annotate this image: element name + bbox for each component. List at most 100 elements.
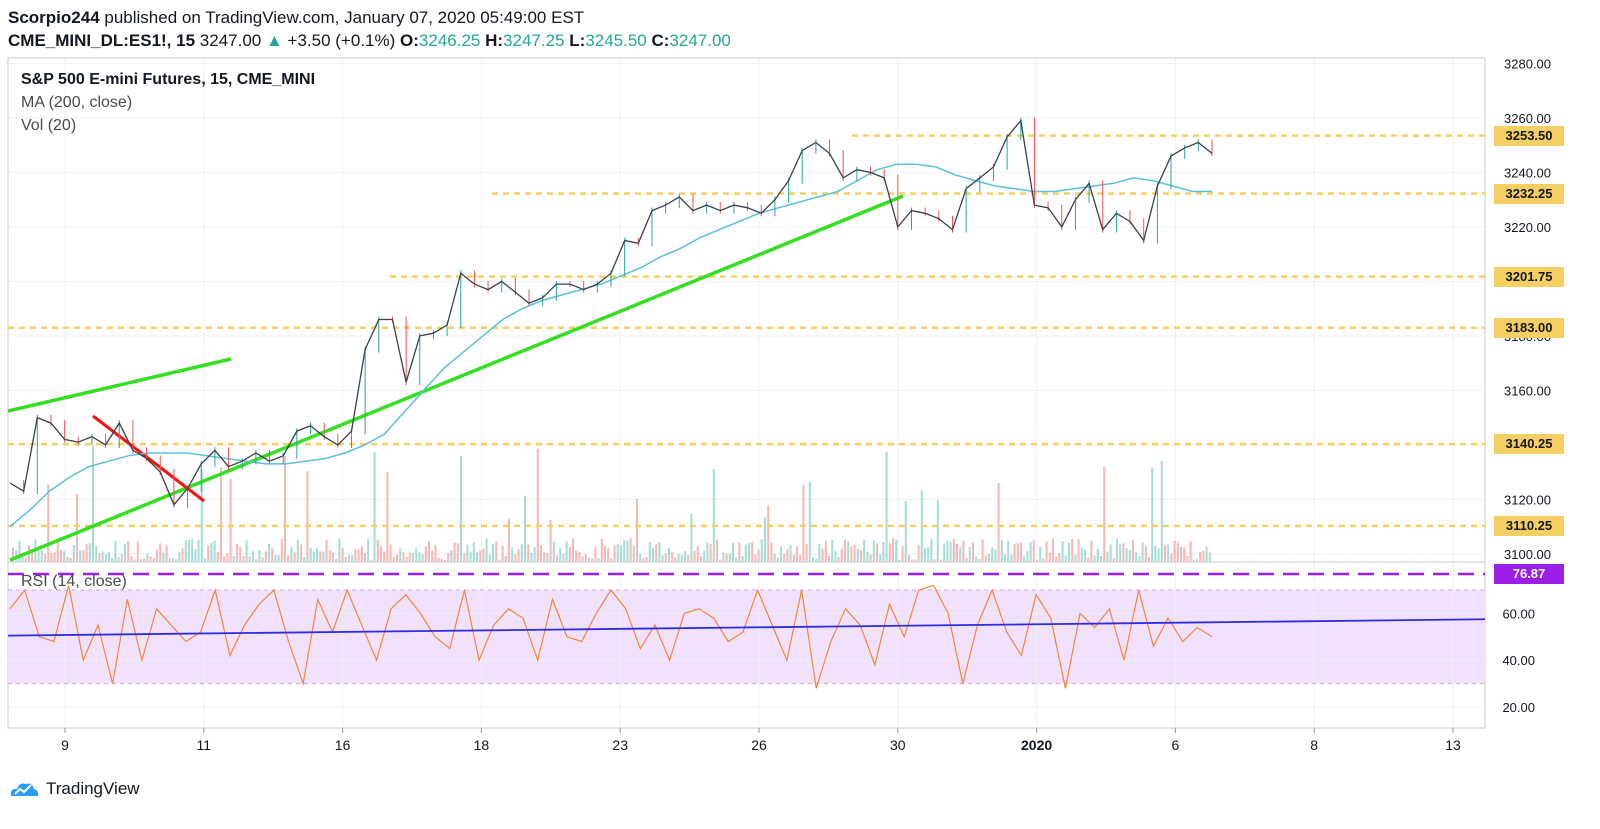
volume-bar [933, 559, 936, 562]
volume-bar [847, 541, 850, 562]
volume-bar [556, 555, 558, 562]
volume-bar [66, 557, 69, 562]
volume-bar [1167, 544, 1170, 562]
footer-brand[interactable]: TradingView [8, 779, 140, 799]
volume-bar [1160, 461, 1163, 562]
volume-bar [559, 547, 562, 562]
volume-bar [271, 548, 274, 562]
support-trendline[interactable] [9, 194, 904, 562]
y-tick-label: 3220.00 [1504, 220, 1551, 235]
volume-bar [210, 542, 213, 562]
author-name[interactable]: Scorpio244 [8, 8, 100, 27]
volume-bar [1010, 554, 1013, 562]
volume-bar [479, 550, 482, 562]
change-arrow-icon: ▲ [265, 31, 283, 50]
volume-bar [812, 557, 814, 562]
volume-bar [37, 550, 40, 562]
volume-bar [284, 455, 286, 562]
volume-bar [248, 556, 251, 562]
volume-bar [79, 550, 82, 562]
volume-bar [152, 558, 155, 562]
volume-bar [799, 555, 802, 562]
volume-bar [584, 553, 587, 562]
volume-bar [335, 558, 338, 562]
volume-bar [872, 540, 875, 562]
volume-bar [738, 542, 741, 562]
price-level-tag: 3110.25 [1494, 515, 1564, 536]
volume-bar [72, 545, 75, 562]
volume-bar [85, 543, 88, 562]
volume-bar [245, 540, 248, 562]
volume-bar [623, 540, 626, 562]
volume-bar [1016, 542, 1019, 562]
volume-bar [965, 558, 968, 562]
volume-bar [380, 546, 382, 562]
volume-bar [831, 540, 834, 562]
volume-bar [418, 552, 421, 562]
low-label: L: [569, 31, 586, 50]
volume-bar [216, 551, 219, 562]
volume-bar [149, 556, 152, 562]
volume-bar [1205, 546, 1208, 562]
price-level-tag: 3232.25 [1494, 183, 1564, 204]
upper-trendline[interactable] [7, 357, 232, 413]
volume-bar [562, 553, 565, 562]
published-text: published on TradingView.com, January 07… [104, 8, 585, 27]
volume-bar [546, 553, 549, 562]
volume-bar [120, 554, 123, 562]
volume-bar [341, 548, 344, 562]
x-tick-label: 9 [61, 737, 69, 753]
price-line[interactable] [9, 119, 1213, 507]
volume-bar [780, 546, 782, 562]
volume-bar [1020, 542, 1022, 562]
channel-trendline[interactable] [92, 414, 205, 503]
volume-bar [706, 542, 709, 562]
volume-bar [168, 558, 171, 562]
volume-bar [978, 558, 981, 562]
volume-bar [165, 545, 168, 562]
volume-bar [434, 544, 437, 562]
volume-bar [117, 557, 120, 562]
volume-bar [575, 550, 578, 562]
volume-bar [277, 554, 280, 562]
volume-bar [1013, 543, 1016, 562]
volume-bar [360, 546, 363, 562]
volume-bar [741, 555, 744, 562]
rsi-line[interactable] [9, 584, 1213, 689]
volume-bar [735, 557, 738, 562]
volume-bar [24, 558, 27, 562]
volume-bar [1192, 559, 1195, 562]
volume-bar [188, 540, 190, 562]
volume-bar [767, 505, 770, 562]
volume-bar [357, 549, 360, 562]
volume-bar [636, 498, 638, 562]
volume-bar [652, 548, 654, 562]
volume-bar [21, 553, 24, 562]
volume-bar [236, 543, 238, 562]
volume-bar [578, 552, 581, 562]
volume-bar [1170, 553, 1173, 562]
volume-bar [600, 539, 603, 562]
rsi-level-tag: 76.87 [1494, 563, 1564, 584]
volume-bar [431, 550, 434, 562]
volume-bar [344, 556, 347, 562]
volume-bar [396, 554, 398, 562]
volume-bar [1000, 539, 1003, 562]
volume-bar [261, 557, 264, 562]
volume-bar [776, 557, 779, 562]
volume-bar [194, 549, 197, 562]
volume-bar [268, 543, 270, 562]
volume-bar [383, 551, 386, 562]
rsi-ma-line[interactable] [7, 618, 1486, 637]
volume-bar [1093, 555, 1096, 562]
x-tick-label: 23 [612, 737, 628, 753]
volume-bar [1157, 548, 1160, 562]
x-tick-label: 13 [1445, 737, 1461, 753]
volume-bar [184, 540, 187, 562]
x-tick-label: 26 [751, 737, 767, 753]
vol-legend: Vol (20) [21, 117, 77, 134]
last-price: 3247.00 [199, 31, 262, 50]
volume-bar [130, 556, 133, 562]
volume-bar [581, 556, 584, 562]
